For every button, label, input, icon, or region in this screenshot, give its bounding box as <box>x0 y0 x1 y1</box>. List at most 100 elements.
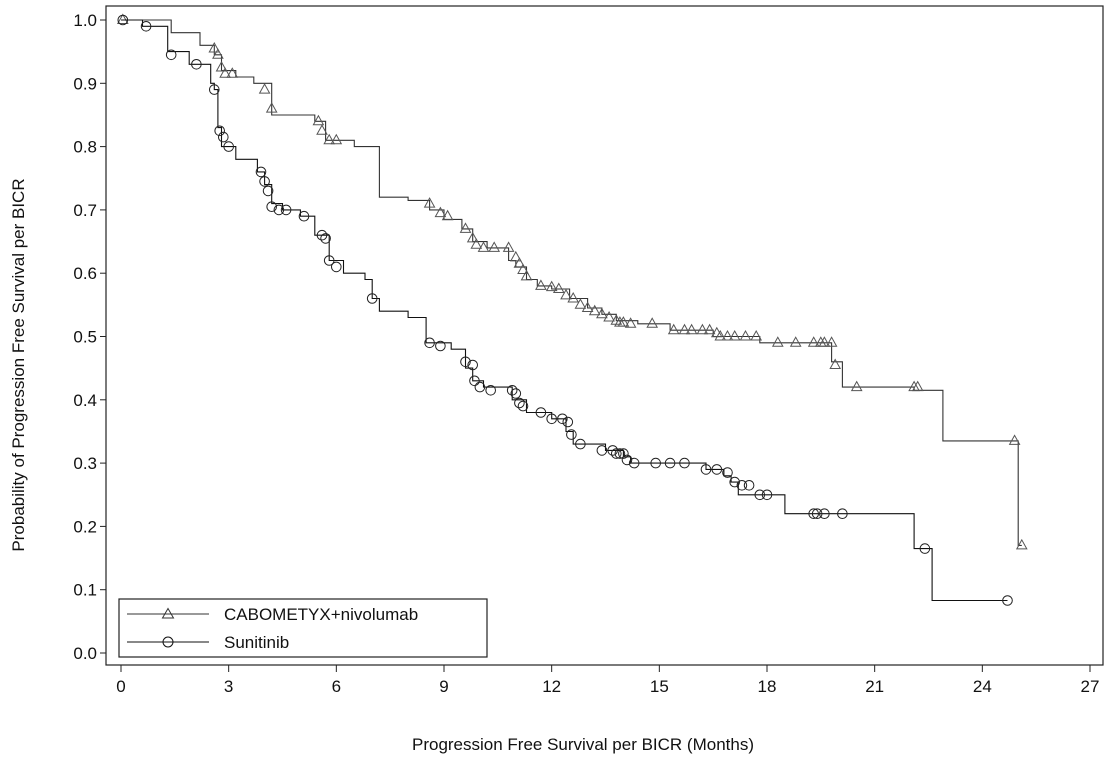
censor-marker-sunitinib <box>535 407 547 418</box>
censor-marker-sunitinib <box>618 448 629 459</box>
censor-marker-sunitinib <box>366 293 378 304</box>
censor-marker-cabometyx <box>470 238 483 249</box>
x-axis: 0 3 6 9 12 15 18 21 24 27 <box>116 665 1099 696</box>
censor-marker-sunitinib <box>117 14 129 26</box>
censor-marker-sunitinib <box>165 49 177 61</box>
censor-marker-sunitinib <box>557 413 568 425</box>
censor-marker-sunitinib <box>191 59 202 70</box>
censor-marker-sunitinib <box>485 385 497 396</box>
censor-marker-cabometyx <box>721 329 734 341</box>
censor-marker-cabometyx <box>330 133 343 145</box>
censor-marker-sunitinib <box>280 204 292 216</box>
censor-marker-sunitinib <box>650 457 662 469</box>
censor-marker-sunitinib <box>575 438 586 450</box>
censor-marker-cabometyx <box>323 133 336 145</box>
y-tick-label: 0.6 <box>73 264 97 283</box>
censor-marker-cabometyx <box>789 336 802 347</box>
censor-marker-cabometyx <box>509 250 522 262</box>
censor-marker-sunitinib <box>729 476 741 488</box>
censor-marker-sunitinib <box>596 445 608 456</box>
y-tick-label: 0.3 <box>73 454 97 473</box>
y-tick-label: 0.9 <box>73 74 97 93</box>
censor-marker-sunitinib <box>331 261 342 273</box>
censor-marker-sunitinib <box>298 210 310 222</box>
censor-marker-cabometyx <box>1015 538 1028 550</box>
censor-marker-sunitinib <box>736 480 748 491</box>
censor-marker-cabometyx <box>596 307 608 319</box>
x-tick-label: 18 <box>758 677 777 696</box>
censor-marker-cabometyx <box>441 209 454 221</box>
censor-marker-sunitinib <box>514 397 525 409</box>
censor-marker-cabometyx <box>588 304 601 316</box>
censor-marker-cabometyx <box>423 197 436 208</box>
censor-marker-cabometyx <box>1008 434 1021 445</box>
censor-marker-cabometyx <box>535 279 547 290</box>
censor-marker-sunitinib <box>469 375 480 387</box>
x-tick-label: 9 <box>439 677 448 696</box>
legend-box <box>118 598 488 658</box>
x-tick-label: 12 <box>542 677 561 696</box>
censor-marker-sunitinib <box>273 204 285 216</box>
censor-marker-sunitinib <box>510 388 522 399</box>
x-tick-label: 27 <box>1081 677 1100 696</box>
censor-marker-cabometyx <box>219 67 231 78</box>
censor-marker-cabometyx <box>459 222 472 233</box>
censor-marker-cabometyx <box>574 298 587 309</box>
censor-marker-cabometyx <box>567 291 580 303</box>
censor-marker-sunitinib <box>754 489 766 501</box>
censor-marker-cabometyx <box>911 380 924 392</box>
x-axis-title: Progression Free Survival per BICR (Mont… <box>412 735 754 754</box>
censor-marker-cabometyx <box>502 241 515 252</box>
censor-marker-sunitinib <box>323 255 335 266</box>
x-tick-label: 24 <box>973 677 992 696</box>
censor-marker-sunitinib <box>614 448 626 459</box>
censor-marker-sunitinib <box>223 141 234 152</box>
censor-marker-cabometyx <box>685 323 698 335</box>
censor-marker-sunitinib <box>467 359 479 371</box>
censor-marker-cabometyx <box>714 329 727 341</box>
censor-marker-sunitinib <box>517 400 529 412</box>
censor-marker-sunitinib <box>628 457 640 469</box>
censor-marker-cabometyx <box>771 336 784 347</box>
series-line-cabometyx <box>121 19 1022 546</box>
plot-frame <box>105 5 1104 666</box>
x-tick-label: 0 <box>116 677 125 696</box>
censor-marker-cabometyx <box>488 241 501 252</box>
censor-marker-sunitinib <box>808 508 820 520</box>
censor-marker-sunitinib <box>266 201 278 212</box>
x-tick-label: 3 <box>224 677 233 696</box>
censor-marker-sunitinib <box>546 413 558 425</box>
censor-marker-cabometyx <box>603 310 615 322</box>
censor-marker-sunitinib <box>819 508 830 520</box>
censor-marker-sunitinib <box>214 125 225 137</box>
y-tick-label: 0.8 <box>73 138 97 157</box>
censor-marker-cabometyx <box>818 336 831 347</box>
censor-marker-cabometyx <box>545 280 558 292</box>
legend-triangle-marker <box>161 607 175 619</box>
censor-marker-sunitinib <box>837 508 848 520</box>
censor-marker-cabometyx <box>434 206 447 218</box>
censor-marker-sunitinib <box>262 185 274 197</box>
censor-marker-sunitinib <box>621 454 633 466</box>
censor-marker-sunitinib <box>316 229 328 241</box>
censor-marker-sunitinib <box>722 467 733 478</box>
legend-label-sunitinib: Sunitinib <box>224 633 289 652</box>
censor-marker-cabometyx <box>617 316 630 327</box>
legend-label-cabometyx: CABOMETYX+nivolumab <box>224 605 418 624</box>
censor-marker-sunitinib <box>1002 595 1013 606</box>
censor-marker-cabometyx <box>739 329 752 341</box>
y-tick-label: 0.5 <box>73 328 97 347</box>
censor-marker-cabometyx <box>667 323 680 335</box>
censor-marker-sunitinib <box>506 385 518 396</box>
censor-marker-cabometyx <box>212 48 224 59</box>
censor-marker-cabometyx <box>552 282 565 293</box>
y-tick-label: 0.1 <box>73 581 97 600</box>
y-tick-label: 0.7 <box>73 201 97 220</box>
censor-marker-sunitinib <box>679 457 690 469</box>
legend-circle-marker <box>162 636 174 648</box>
x-tick-label: 6 <box>332 677 341 696</box>
censor-marker-sunitinib <box>255 166 267 178</box>
censor-marker-sunitinib <box>140 21 152 32</box>
censor-marker-sunitinib <box>209 84 220 95</box>
